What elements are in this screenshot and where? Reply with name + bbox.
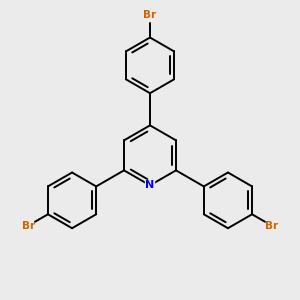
Text: Br: Br xyxy=(143,10,157,20)
Text: Br: Br xyxy=(265,220,278,230)
Text: N: N xyxy=(146,180,154,190)
Text: Br: Br xyxy=(22,220,35,230)
